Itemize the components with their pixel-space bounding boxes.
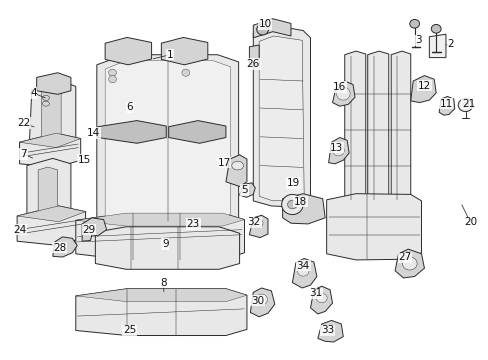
Polygon shape (76, 213, 244, 226)
Text: 5: 5 (241, 185, 247, 195)
Polygon shape (76, 289, 246, 336)
Ellipse shape (316, 293, 326, 303)
Ellipse shape (297, 265, 308, 276)
Polygon shape (394, 249, 424, 278)
Polygon shape (95, 227, 239, 269)
Ellipse shape (409, 19, 419, 28)
Text: 33: 33 (320, 325, 334, 336)
Polygon shape (27, 158, 71, 222)
Text: 8: 8 (160, 278, 167, 288)
Polygon shape (20, 133, 81, 148)
Ellipse shape (430, 24, 440, 33)
Polygon shape (249, 45, 259, 65)
Ellipse shape (457, 99, 472, 112)
Text: 34: 34 (296, 261, 309, 271)
Polygon shape (328, 138, 348, 164)
Text: 6: 6 (126, 102, 133, 112)
Polygon shape (253, 19, 290, 38)
Text: 9: 9 (162, 239, 168, 249)
Ellipse shape (256, 24, 268, 35)
Text: 4: 4 (30, 88, 37, 98)
Text: 28: 28 (53, 243, 66, 253)
Ellipse shape (42, 101, 49, 106)
Polygon shape (317, 320, 343, 342)
Polygon shape (410, 76, 435, 103)
Polygon shape (225, 155, 246, 186)
Polygon shape (17, 206, 85, 246)
Polygon shape (53, 237, 77, 257)
Polygon shape (76, 213, 244, 260)
Text: 18: 18 (293, 197, 307, 207)
Ellipse shape (462, 103, 468, 108)
Polygon shape (253, 25, 310, 207)
Ellipse shape (255, 294, 267, 305)
Polygon shape (282, 194, 325, 224)
Ellipse shape (332, 145, 344, 156)
Polygon shape (97, 55, 238, 228)
Text: 20: 20 (463, 217, 476, 228)
Text: 12: 12 (417, 81, 430, 91)
Polygon shape (367, 51, 388, 205)
Text: 17: 17 (217, 158, 230, 168)
Ellipse shape (336, 87, 349, 100)
Ellipse shape (287, 200, 297, 209)
Polygon shape (438, 96, 454, 115)
Ellipse shape (42, 95, 49, 100)
Text: 7: 7 (20, 149, 27, 159)
Text: 15: 15 (77, 155, 91, 165)
Ellipse shape (231, 161, 243, 170)
Polygon shape (17, 206, 85, 222)
Polygon shape (239, 183, 255, 197)
Polygon shape (29, 79, 76, 149)
Ellipse shape (108, 69, 116, 76)
Text: 23: 23 (186, 219, 200, 229)
Polygon shape (105, 37, 151, 65)
Polygon shape (292, 258, 316, 288)
Ellipse shape (253, 219, 263, 228)
Ellipse shape (182, 69, 189, 76)
Polygon shape (310, 286, 332, 314)
Text: 19: 19 (286, 178, 300, 188)
Text: 13: 13 (329, 143, 343, 153)
Ellipse shape (281, 194, 303, 215)
Polygon shape (428, 34, 445, 58)
Polygon shape (41, 88, 61, 141)
Polygon shape (332, 81, 354, 106)
Text: 3: 3 (414, 35, 421, 45)
Text: 25: 25 (122, 325, 136, 336)
Polygon shape (326, 194, 421, 260)
Polygon shape (20, 133, 81, 167)
Text: 31: 31 (308, 288, 322, 298)
Text: 27: 27 (397, 252, 411, 262)
Text: 1: 1 (166, 50, 173, 60)
Text: 26: 26 (246, 59, 260, 69)
Polygon shape (37, 73, 71, 94)
Polygon shape (259, 36, 304, 201)
Polygon shape (390, 51, 410, 205)
Text: 30: 30 (251, 296, 264, 306)
Polygon shape (98, 121, 166, 143)
Polygon shape (344, 51, 365, 205)
Text: 11: 11 (438, 99, 452, 109)
Polygon shape (76, 289, 246, 302)
Text: 21: 21 (461, 99, 474, 109)
Text: 10: 10 (258, 19, 271, 30)
Text: 14: 14 (87, 128, 101, 138)
Polygon shape (250, 288, 274, 317)
Text: 2: 2 (447, 39, 453, 49)
Polygon shape (168, 121, 225, 143)
Polygon shape (82, 218, 106, 241)
Polygon shape (161, 37, 207, 65)
Polygon shape (249, 215, 267, 238)
Polygon shape (105, 60, 230, 221)
Text: 32: 32 (247, 217, 261, 228)
Text: 16: 16 (332, 82, 346, 92)
Text: 24: 24 (13, 225, 26, 235)
Text: 22: 22 (17, 118, 30, 128)
Polygon shape (38, 167, 58, 216)
Text: 29: 29 (82, 225, 96, 235)
Ellipse shape (108, 76, 116, 83)
Ellipse shape (402, 257, 416, 270)
